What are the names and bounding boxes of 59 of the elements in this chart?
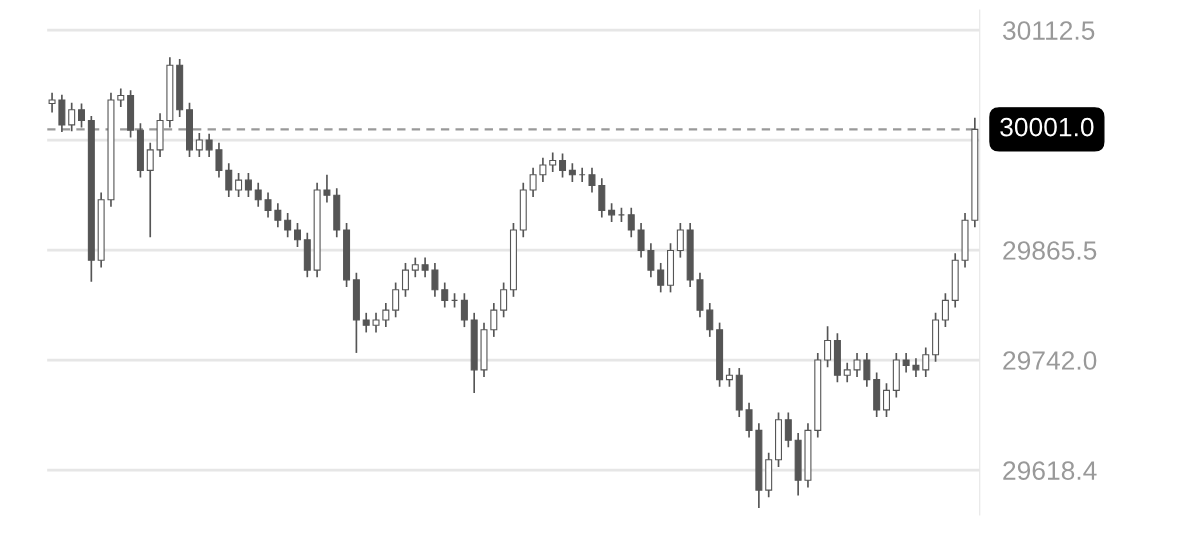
- candlestick: [293, 222, 301, 248]
- y-tick-label: 30112.5: [1002, 21, 1095, 40]
- candlestick: [441, 281, 449, 309]
- candlestick: [421, 256, 429, 279]
- y-tick-label: 29618.4: [1003, 461, 1097, 480]
- candlestick: [706, 302, 714, 338]
- candlestick: [48, 92, 56, 114]
- candlestick: [637, 222, 645, 259]
- candlestick: [431, 262, 439, 298]
- ref-line-label: 30001.0: [1000, 117, 1094, 137]
- candlestick: [559, 152, 567, 179]
- candlestick: [323, 173, 331, 204]
- candlestick: [647, 242, 655, 279]
- candlestick: [68, 101, 76, 132]
- y-tick-label: 29865.5: [1003, 241, 1097, 260]
- candlestick: [195, 132, 203, 158]
- candlestick: [627, 206, 635, 238]
- candlestick: [284, 212, 292, 238]
- candlestick: [588, 166, 596, 194]
- candlestick: [941, 292, 949, 328]
- candlestick: [863, 352, 871, 388]
- candlestick: [254, 181, 262, 208]
- candlestick: [745, 401, 753, 439]
- candlestick: [568, 162, 576, 183]
- candlestick: [362, 312, 370, 334]
- candlestick: [215, 141, 223, 179]
- candlestick: [902, 352, 910, 374]
- candlestick: [843, 361, 851, 384]
- candlestick: [411, 256, 419, 279]
- candlestick: [853, 352, 861, 378]
- candlestick: [392, 281, 400, 319]
- candlestick: [225, 162, 233, 198]
- candlestick: [500, 281, 508, 319]
- candlestick: [882, 382, 890, 418]
- candlestick: [784, 411, 792, 449]
- candlestick: [912, 357, 920, 378]
- candlestick: [676, 222, 684, 259]
- candlestick: [608, 202, 616, 223]
- y-tick-label: 29742.0: [1003, 351, 1097, 370]
- candlestick: [657, 262, 665, 294]
- candlestick: [78, 102, 86, 129]
- candlestick: [460, 292, 468, 328]
- candlestick: [244, 172, 252, 198]
- candlestick: [824, 325, 832, 369]
- candlestick: [725, 367, 733, 388]
- candlestick: [264, 191, 272, 219]
- candlestick: [274, 202, 282, 229]
- candlestick: [372, 312, 380, 334]
- candlestick: [490, 302, 498, 338]
- candlestick: [401, 262, 409, 298]
- candlestick: [529, 166, 537, 198]
- candlestick: [117, 87, 125, 108]
- candlestick: [549, 151, 557, 173]
- candlestick: [205, 132, 213, 158]
- candlestick: [382, 302, 390, 328]
- candlestick: [235, 172, 243, 198]
- candlestick: [922, 346, 930, 378]
- candlestick: [146, 141, 154, 238]
- candlestick: [539, 157, 547, 183]
